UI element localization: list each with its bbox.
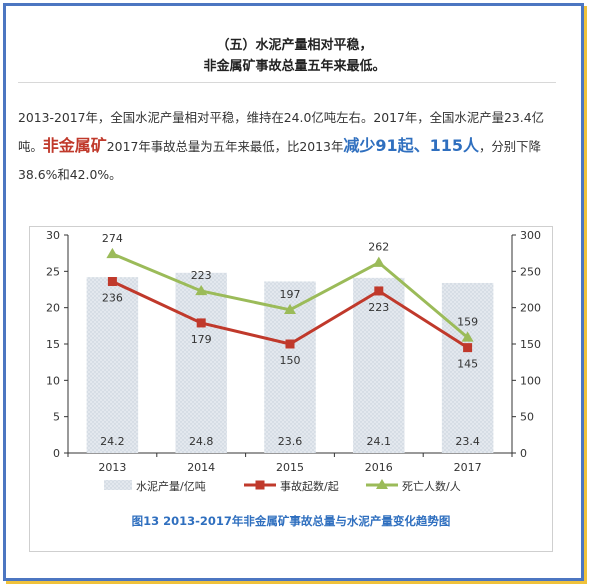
accidents-value-label: 150	[280, 354, 301, 367]
deaths-marker	[195, 284, 208, 296]
accidents-marker	[107, 277, 117, 287]
deaths-value-label: 262	[368, 241, 389, 254]
left-axis-tick-label: 10	[46, 374, 60, 387]
right-axis-tick-label: 250	[520, 265, 541, 278]
legend-label-deaths: 死亡人数/人	[402, 479, 461, 493]
left-axis-tick-label: 25	[46, 265, 60, 278]
bar-cement-2013	[86, 277, 139, 453]
x-axis-tick-label: 2013	[98, 461, 126, 474]
bar-value-label: 23.6	[278, 435, 303, 448]
left-axis-tick-label: 30	[46, 229, 60, 242]
legend-marker-accidents	[255, 480, 265, 490]
bar-cement-2017	[441, 282, 494, 453]
accidents-value-label: 223	[368, 301, 389, 314]
deaths-marker	[372, 256, 385, 267]
legend-swatch-cement	[104, 480, 132, 490]
right-axis-tick-label: 300	[520, 229, 541, 242]
highlight-reduction: 减少91起、115人	[343, 136, 480, 155]
accidents-value-label: 179	[191, 333, 212, 346]
accidents-marker	[463, 343, 473, 353]
legend-label-cement: 水泥产量/亿吨	[136, 479, 206, 493]
x-axis-tick-label: 2015	[276, 461, 304, 474]
bar-cement-2016	[353, 277, 405, 453]
deaths-value-label: 274	[102, 232, 123, 245]
left-axis-tick-label: 20	[46, 302, 60, 315]
deaths-value-label: 197	[280, 288, 301, 301]
accidents-marker	[285, 339, 295, 349]
bar-value-label: 24.8	[189, 435, 214, 448]
section-title-line2: 非金属矿事故总量五年来最低。	[203, 59, 386, 74]
bar-value-label: 24.2	[100, 435, 125, 448]
highlight-nonmetal-mine: 非金属矿	[42, 136, 107, 155]
right-axis-tick-label: 0	[520, 447, 527, 460]
deaths-marker	[284, 303, 296, 315]
bar-value-label: 24.1	[367, 435, 392, 448]
section-title-line1: （五）水泥产量相对平稳，	[216, 38, 373, 53]
right-axis-tick-label: 100	[520, 374, 541, 387]
bar-cement-2014	[175, 272, 227, 453]
right-axis-tick-label: 50	[520, 411, 534, 424]
chart-panel: 0 5 10 15 20 25 30 0 50 100 150 200 250 300 2013 2014 20…	[29, 226, 553, 552]
deaths-value-label: 223	[191, 269, 212, 282]
left-axis-tick-label: 5	[53, 411, 60, 424]
left-axis-tick-label: 15	[46, 338, 60, 351]
paragraph-text-3: ，分别下降38.6%和42.0%。	[18, 139, 541, 182]
left-axis-tick-label: 0	[53, 447, 60, 460]
deaths-marker	[106, 247, 119, 259]
accidents-marker	[374, 286, 384, 296]
x-axis-tick-label: 2016	[365, 461, 393, 474]
legend-marker-deaths	[376, 479, 388, 489]
title-divider	[18, 82, 556, 83]
right-axis-tick-label: 200	[520, 302, 541, 315]
paragraph-text-2: 2017年事故总量为五年来最低，比2013年	[106, 139, 344, 154]
right-axis-tick-label: 150	[520, 338, 541, 351]
accidents-value-label: 145	[457, 358, 478, 371]
chart-caption: 图13 2013-2017年非金属矿事故总量与水泥产量变化趋势图	[132, 514, 451, 528]
legend-label-accidents: 事故起数/起	[280, 479, 339, 493]
deaths-value-label: 159	[457, 315, 478, 328]
x-axis-tick-label: 2014	[187, 461, 215, 474]
summary-paragraph: 2013-2017年，全国水泥产量相对平稳，维持在24.0亿吨左右。2017年，…	[18, 104, 553, 189]
deaths-marker	[461, 331, 474, 342]
x-axis-tick-label: 2017	[454, 461, 482, 474]
accidents-value-label: 236	[102, 292, 123, 305]
paragraph-text-1: 2013-2017年，全国水泥产量相对平稳，维持在24.0亿吨左右。2017年，…	[18, 110, 544, 154]
bar-value-label: 23.4	[455, 435, 480, 448]
accidents-marker	[196, 318, 206, 328]
